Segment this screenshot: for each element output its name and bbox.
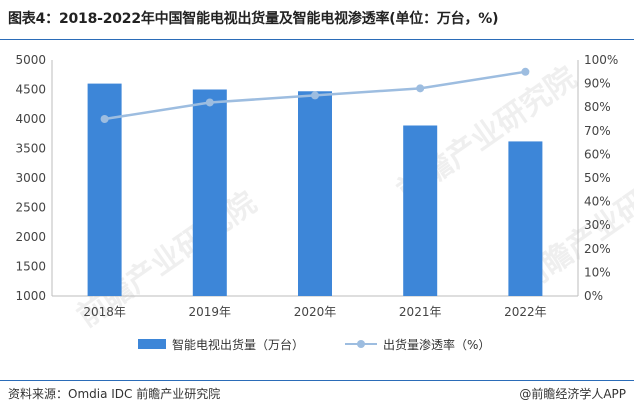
y-left-tick-label: 4000 [15,112,46,126]
x-tick-label: 2022年 [504,305,547,319]
line-point [311,91,319,100]
line-point [521,67,530,76]
x-tick-label: 2020年 [294,305,337,319]
y-right-tick-label: 30% [584,218,611,232]
bar [192,89,227,296]
line-point [416,84,425,93]
chart-title: 图表4：2018-2022年中国智能电视出货量及智能电视渗透率(单位：万台，%) [8,11,499,27]
legend-item-bar: 智能电视出货量（万台） [138,334,304,354]
y-right-tick-label: 50% [584,171,611,185]
y-left-tick-label: 1000 [15,289,46,303]
bar [508,141,543,296]
bar [298,91,332,296]
brand-note: @前瞻经济学人APP [519,387,626,401]
line-point [100,115,109,123]
title-divider [0,39,634,40]
source-note: 资料来源：Omdia IDC 前瞻产业研究院 [8,387,221,401]
x-tick-label: 2021年 [399,305,442,319]
bar [403,125,438,297]
line-point [205,98,214,107]
y-right-tick-label: 20% [584,242,611,256]
y-right-tick-label: 0% [584,289,603,303]
y-right-tick-label: 70% [584,124,611,138]
legend-line-swatch [345,339,377,349]
legend-item-line: 出货量渗透率（%） [345,334,490,354]
footer-divider [0,380,634,381]
legend: 智能电视出货量（万台） 出货量渗透率（%） [0,334,634,354]
x-tick-label: 2019年 [189,305,232,319]
y-right-tick-label: 100% [584,53,618,67]
y-right-tick-label: 60% [584,147,611,161]
y-left-tick-label: 5000 [15,53,46,67]
legend-bar-label: 智能电视出货量（万台） [172,337,305,352]
y-right-tick-label: 80% [584,100,611,114]
y-left-tick-label: 3000 [15,171,46,185]
y-left-tick-label: 4500 [15,83,46,97]
y-right-tick-label: 10% [584,265,611,279]
y-right-tick-label: 90% [584,77,611,91]
y-left-tick-label: 2500 [15,201,46,215]
legend-line-label: 出货量渗透率（%） [383,337,491,352]
y-left-tick-label: 2000 [15,230,46,244]
y-left-tick-label: 3500 [15,142,46,156]
y-left-tick-label: 1500 [15,260,46,274]
x-tick-label: 2018年 [83,305,126,319]
chart-svg: 1000 1500 2000 2500 3000 3500 4000 4500 5000 0% 10… [15,53,618,319]
y-right-tick-label: 40% [584,195,611,209]
legend-bar-swatch [138,339,166,349]
